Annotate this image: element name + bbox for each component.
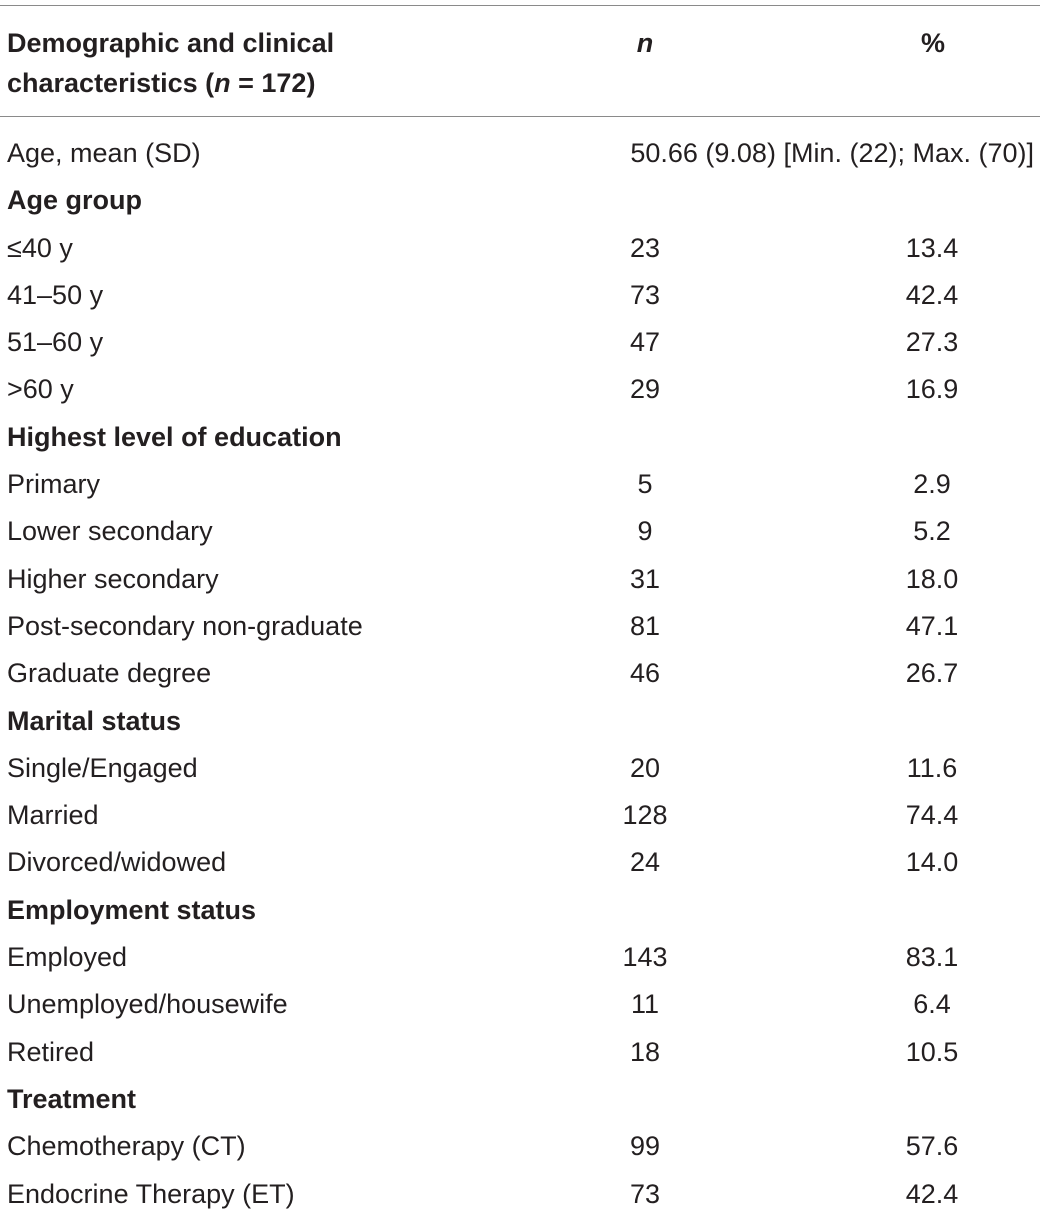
group-title: Highest level of education — [7, 421, 342, 452]
header-label-line2-prefix: characteristics ( — [7, 68, 215, 98]
row-n-value: 31 — [629, 563, 661, 594]
table-row: Higher secondary 31 18.0 — [0, 556, 1040, 603]
row-label: 51–60 y — [7, 327, 104, 358]
table-row: Lower secondary 9 5.2 — [0, 508, 1040, 555]
row-percent-value: 11.6 — [906, 752, 958, 783]
row-n-value: 81 — [629, 610, 661, 641]
row-n-value: 29 — [629, 374, 661, 405]
row-n-value: 47 — [629, 327, 661, 358]
table-row: 41–50 y 73 42.4 — [0, 272, 1040, 319]
row-n-value: 24 — [629, 847, 661, 878]
table-row: Graduate degree 46 26.7 — [0, 650, 1040, 697]
row-percent-value: 14.0 — [905, 847, 959, 878]
header-characteristics: Demographic and clinical characteristics… — [7, 23, 567, 103]
table-row: ≤40 y 23 13.4 — [0, 225, 1040, 272]
row-label: Post-secondary non-graduate — [7, 610, 363, 641]
row-percent-value: 83.1 — [905, 942, 959, 973]
group-header: Treatment — [0, 1076, 1040, 1123]
row-label: Endocrine Therapy (ET) — [7, 1178, 295, 1209]
table-row-age-mean: Age, mean (SD) 50.66 (9.08) [Min. (22); … — [0, 130, 1040, 177]
row-n-value: 99 — [629, 1131, 661, 1162]
header-bottom-rule — [0, 116, 1040, 117]
row-n-value: 9 — [637, 516, 653, 547]
table-row: 51–60 y 47 27.3 — [0, 319, 1040, 366]
table-body: Age, mean (SD) 50.66 (9.08) [Min. (22); … — [0, 130, 1040, 1218]
table-row: Retired 18 10.5 — [0, 1029, 1040, 1076]
row-label: Higher secondary — [7, 563, 219, 594]
row-n-value: 73 — [629, 279, 661, 310]
row-percent-value: 2.9 — [913, 469, 951, 500]
row-percent-value: 10.5 — [905, 1036, 959, 1067]
row-n-value: 46 — [629, 658, 661, 689]
header-label-line2-suffix: = 172) — [230, 68, 316, 98]
header-label-line1: Demographic and clinical — [7, 28, 335, 58]
row-label: Unemployed/housewife — [7, 989, 288, 1020]
row-n-value: 23 — [629, 232, 661, 263]
row-label: 41–50 y — [7, 279, 104, 310]
table-row: Endocrine Therapy (ET) 73 42.4 — [0, 1171, 1040, 1218]
table-top-rule — [0, 5, 1040, 6]
row-n-value: 128 — [622, 800, 668, 831]
table-row: Post-secondary non-graduate 81 47.1 — [0, 603, 1040, 650]
age-mean-value: 50.66 (9.08) [Min. (22); Max. (70)] — [630, 138, 1034, 168]
row-label: ≤40 y — [7, 232, 73, 263]
row-label: Employed — [7, 942, 128, 973]
row-n-value: 11 — [630, 989, 660, 1020]
row-percent-value: 74.4 — [905, 800, 959, 831]
header-n: n — [636, 28, 654, 58]
row-percent-value: 42.4 — [905, 279, 959, 310]
row-n-value: 73 — [629, 1178, 661, 1209]
group-header: Marital status — [0, 698, 1040, 745]
row-label: Retired — [7, 1036, 95, 1067]
age-mean-label: Age, mean (SD) — [7, 138, 201, 168]
row-label: Lower secondary — [7, 516, 213, 547]
group-title: Treatment — [7, 1083, 137, 1114]
row-n-value: 5 — [637, 469, 653, 500]
group-title: Employment status — [7, 894, 257, 925]
table-row: Unemployed/housewife 11 6.4 — [0, 981, 1040, 1028]
row-percent-value: 57.6 — [905, 1131, 959, 1162]
row-percent-value: 42.4 — [905, 1178, 959, 1209]
row-label: Chemotherapy (CT) — [7, 1131, 246, 1162]
row-label: Primary — [7, 469, 100, 500]
row-percent-value: 47.1 — [905, 610, 959, 641]
table-row: >60 y 29 16.9 — [0, 366, 1040, 413]
row-label: Graduate degree — [7, 658, 212, 689]
row-percent-value: 6.4 — [913, 989, 951, 1020]
table-row: Employed 143 83.1 — [0, 934, 1040, 981]
table-row: Single/Engaged 20 11.6 — [0, 745, 1040, 792]
row-percent-value: 5.2 — [913, 516, 951, 547]
row-n-value: 18 — [629, 1036, 661, 1067]
group-header: Age group — [0, 177, 1040, 224]
table-row: Married 128 74.4 — [0, 792, 1040, 839]
row-percent-value: 27.3 — [905, 327, 959, 358]
row-percent-value: 13.4 — [905, 232, 959, 263]
group-header: Highest level of education — [0, 414, 1040, 461]
header-label-line2-n: n — [214, 68, 231, 98]
row-label: >60 y — [7, 374, 74, 405]
row-label: Divorced/widowed — [7, 847, 227, 878]
header-percent: % — [920, 28, 945, 58]
row-n-value: 20 — [629, 752, 661, 783]
table-row: Divorced/widowed 24 14.0 — [0, 839, 1040, 886]
table-header: Demographic and clinical characteristics… — [0, 23, 1040, 103]
group-title: Age group — [7, 185, 142, 216]
group-header: Employment status — [0, 887, 1040, 934]
row-label: Married — [7, 800, 99, 831]
row-percent-value: 26.7 — [905, 658, 959, 689]
row-percent-value: 16.9 — [905, 374, 959, 405]
row-n-value: 143 — [622, 942, 668, 973]
row-percent-value: 18.0 — [905, 563, 959, 594]
row-label: Single/Engaged — [7, 752, 198, 783]
group-title: Marital status — [7, 705, 182, 736]
table-row: Chemotherapy (CT) 99 57.6 — [0, 1123, 1040, 1170]
table-row: Primary 5 2.9 — [0, 461, 1040, 508]
